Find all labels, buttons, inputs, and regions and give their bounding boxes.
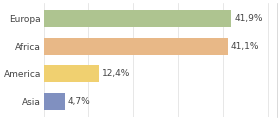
Text: 4,7%: 4,7% [68, 97, 90, 106]
Bar [44, 65, 99, 82]
Text: 12,4%: 12,4% [102, 69, 131, 78]
Bar [44, 38, 228, 55]
Bar [44, 10, 231, 27]
Text: 41,9%: 41,9% [234, 14, 263, 23]
Bar [44, 93, 65, 110]
Text: 41,1%: 41,1% [231, 42, 259, 51]
